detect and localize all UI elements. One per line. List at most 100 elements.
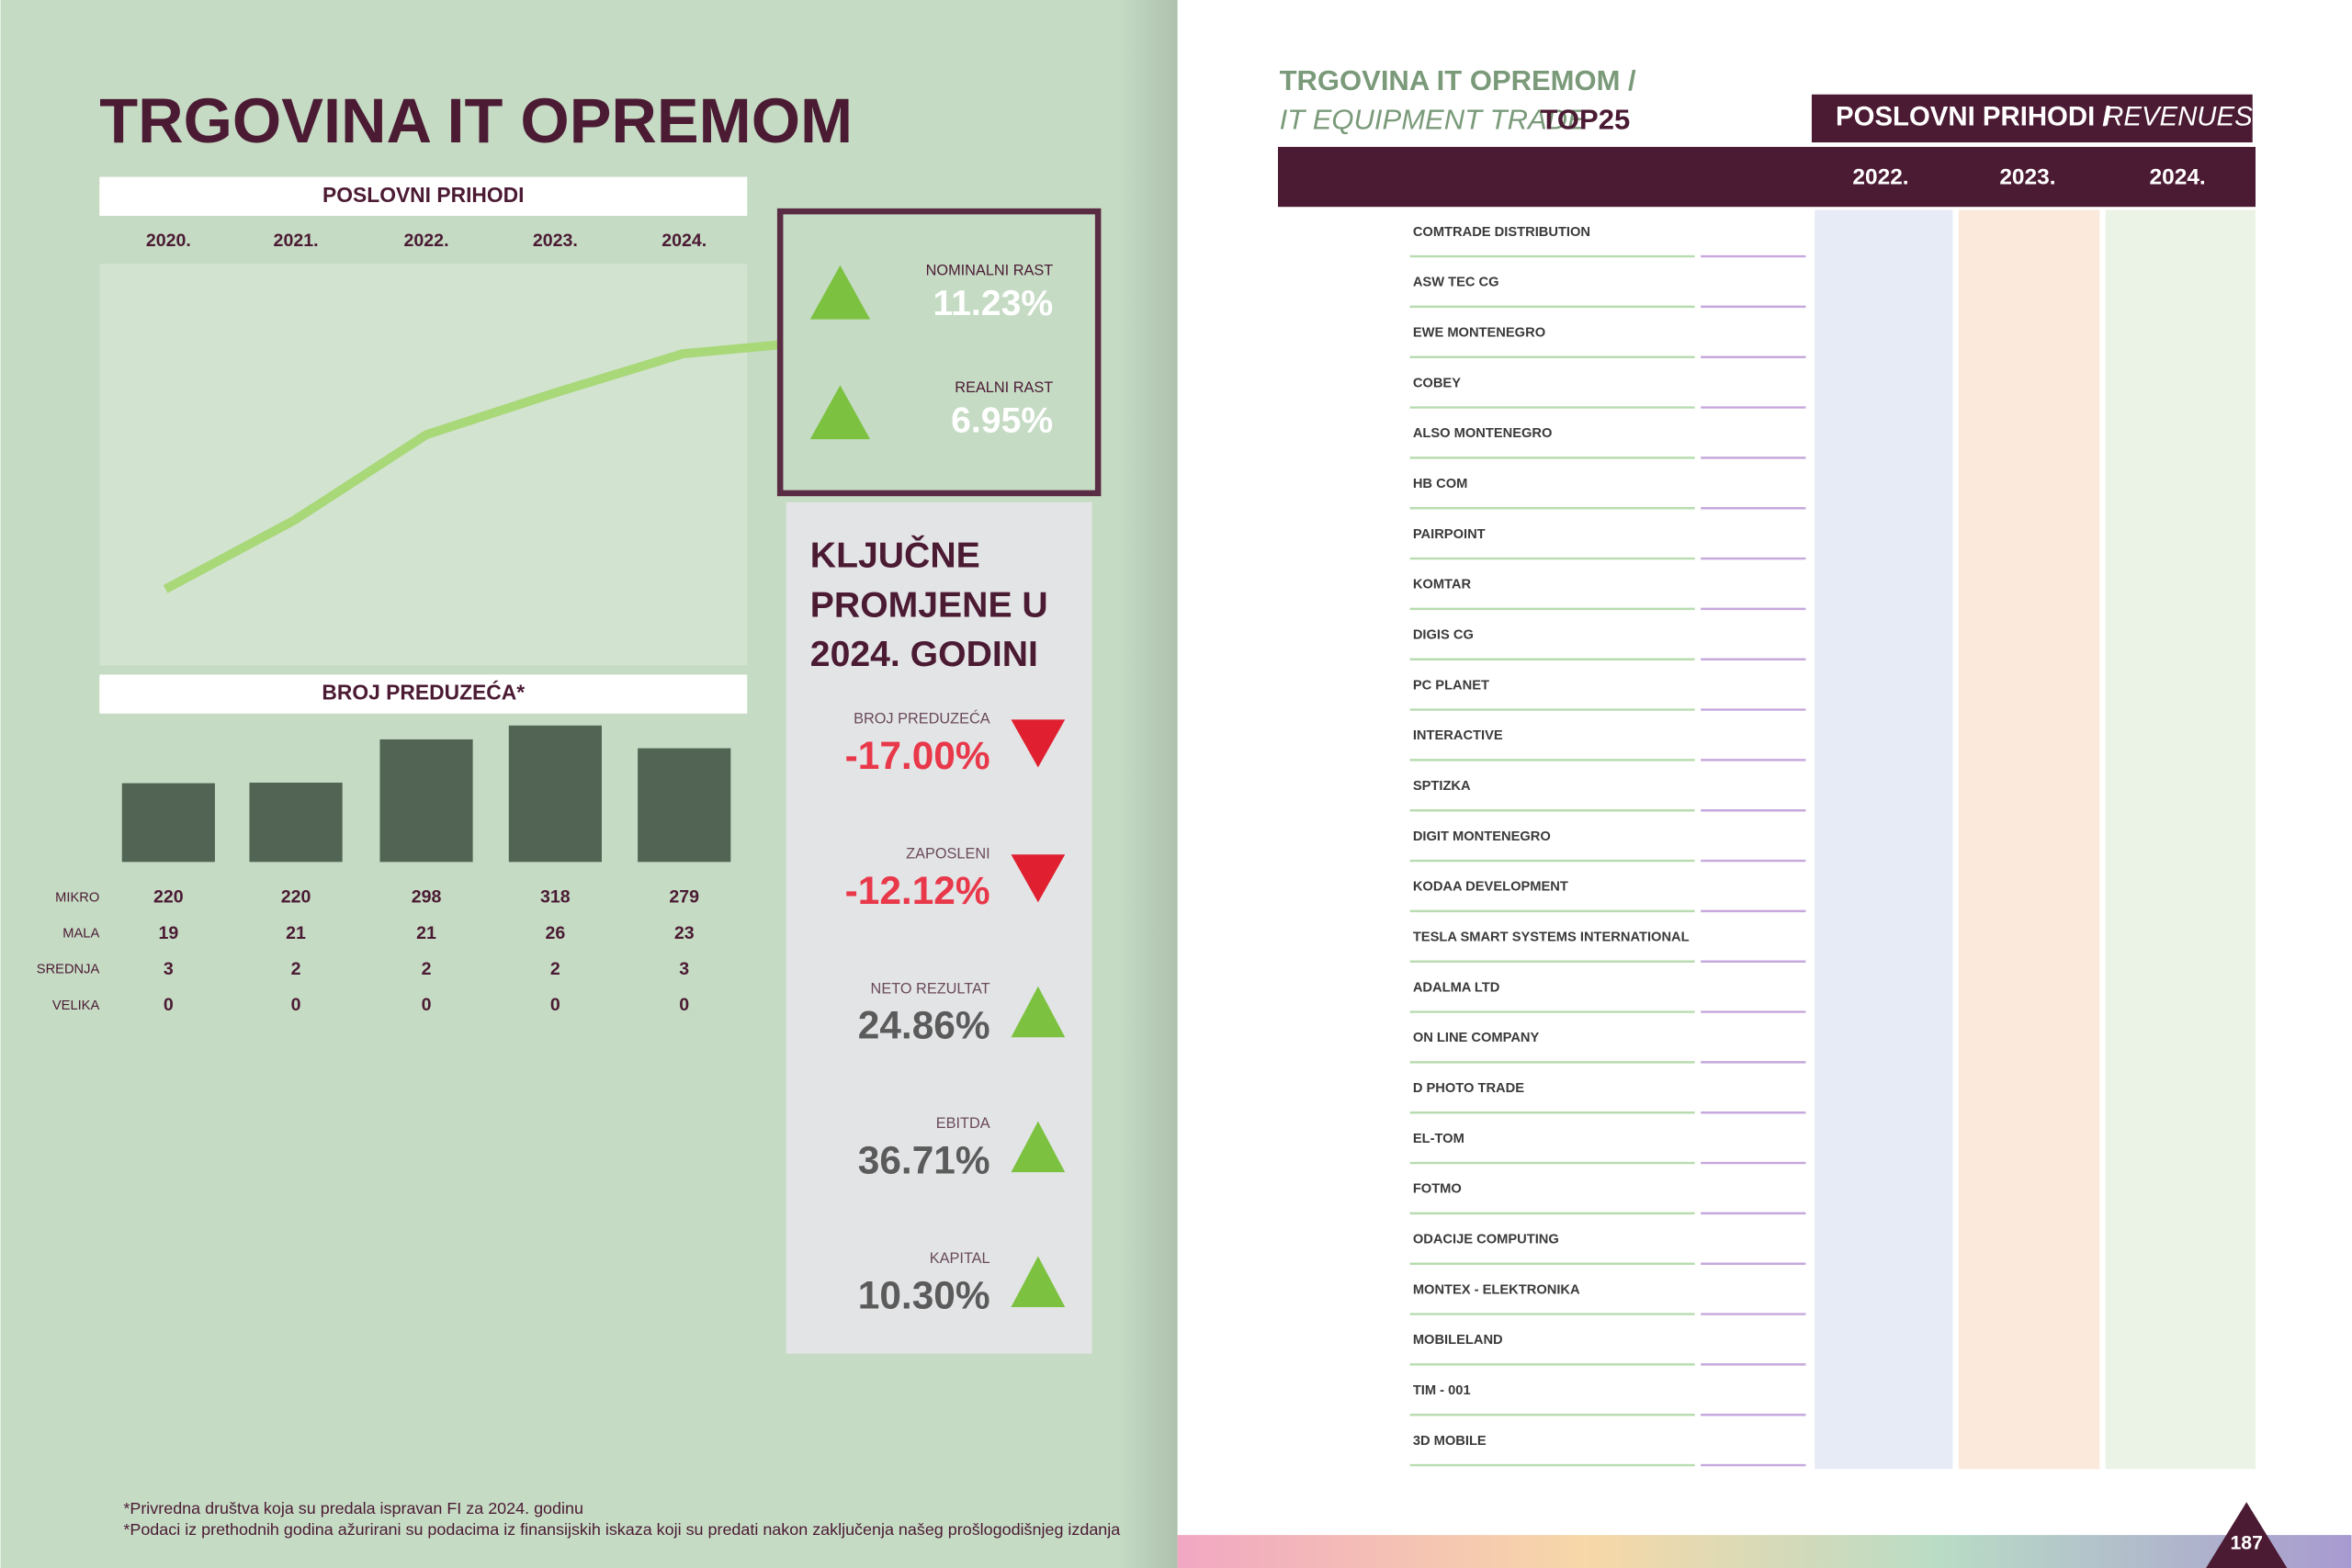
row-value: 0 [679,995,689,1015]
table-header [1277,146,2256,208]
company-name: DIGIT MONTENEGRO [1413,829,1551,844]
company-name: 3D MOBILE [1413,1434,1487,1449]
row-value: 3 [679,959,689,979]
company-name: DIGIS CG [1413,627,1474,642]
year-label: 2020. [146,231,191,251]
company-bar [638,748,731,863]
key-title: PROMJENE U [810,585,1048,625]
company-name: HB COM [1413,477,1468,491]
company-name: PAIRPOINT [1413,527,1486,542]
up-icon [809,385,871,440]
column-header: 2022. [1852,165,1908,190]
year-label: 2022. [404,231,449,251]
key-label: KAPITAL [930,1250,990,1267]
page-number: 187 [2231,1532,2263,1553]
company-name: INTERACTIVE [1413,728,1503,743]
company-name: TIM - 001 [1413,1383,1471,1398]
key-title: KLJUČNE [810,534,980,575]
row-value: 23 [674,923,695,943]
company-name: COBEY [1413,376,1461,390]
revenues-bar [1811,94,2253,143]
row-value: 2 [550,959,560,979]
key-label: BROJ PREDUZEĆA [854,710,990,728]
column-header: 2024. [2150,165,2206,190]
row-value: 0 [422,995,432,1015]
table-title: TOP25 [1541,103,1631,135]
up-icon [809,265,871,320]
company-name: PC PLANET [1413,678,1489,693]
down-icon [1011,854,1066,903]
company-name: EWE MONTENEGRO [1413,325,1545,340]
title: TRGOVINA IT OPREMOM [99,85,853,156]
revenues-label: POSLOVNI PRIHODI / [1836,102,2110,132]
row-label: MIKRO [55,890,99,905]
footnote: *Privredna društva koja su predala ispra… [123,1499,583,1517]
company-name: ALSO MONTENEGRO [1413,426,1553,441]
up-icon [1011,1121,1066,1173]
key-value: -17.00% [845,734,990,777]
growth-label: NOMINALNI RAST [926,263,1054,279]
company-name: D PHOTO TRADE [1413,1081,1524,1096]
row-label: MALA [62,927,99,942]
key-title: 2024. GODINI [810,635,1038,674]
growth-label: REALNI RAST [955,379,1053,396]
growth-value: 11.23% [933,284,1054,323]
company-bar [508,725,602,863]
company-name: EL-TOM [1413,1132,1464,1146]
row-value: 2 [422,959,432,979]
company-name: MONTEX - ELEKTRONIKA [1413,1282,1580,1297]
row-value: 2 [291,959,301,979]
row-value: 220 [153,887,184,908]
key-label: EBITDA [936,1115,990,1132]
year-label: 2023. [533,231,578,251]
key-value: 36.71% [858,1139,990,1182]
company-name: TESLA SMART SYSTEMS INTERNATIONAL [1413,930,1690,944]
revenue-line [163,340,781,593]
year-label: 2024. [662,231,707,251]
row-value: 21 [416,923,436,943]
row-value: 0 [291,995,301,1015]
header-bar [99,176,748,216]
company-bar [379,739,473,863]
row-value: 318 [540,887,571,908]
color-strip [1177,1535,2352,1568]
header-bar [99,674,748,714]
up-icon [1011,1256,1066,1308]
row-value: 19 [158,923,178,943]
key-value: 10.30% [858,1273,990,1316]
table-title: IT EQUIPMENT TRADE [1280,103,1587,135]
section-header: BROJ PREDUZEĆA* [322,681,525,705]
company-name: COMTRADE DISTRIBUTION [1413,225,1590,240]
company-name: KODAA DEVELOPMENT [1413,880,1568,895]
fold [1117,0,1178,1568]
key-value: -12.12% [845,869,990,912]
column-shade [1958,209,2100,1470]
section-header: POSLOVNI PRIHODI [322,183,524,207]
key-box [786,502,1092,1354]
row-value: 21 [286,923,306,943]
company-name: MOBILELAND [1413,1333,1503,1348]
company-bar [249,783,343,863]
up-icon [1011,986,1066,1038]
company-name: FOTMO [1413,1182,1462,1197]
column-shade [2105,209,2256,1470]
company-name: ON LINE COMPANY [1413,1031,1540,1045]
row-label: VELIKA [52,998,100,1013]
row-value: 279 [669,887,699,908]
row-value: 0 [550,995,560,1015]
row-value: 26 [545,923,565,943]
key-value: 24.86% [858,1004,990,1047]
key-label: NETO REZULTAT [871,980,990,997]
row-value: 3 [164,959,174,979]
row-value: 0 [164,995,174,1015]
column-shade [1815,209,1953,1470]
row-value: 220 [281,887,311,908]
page-marker [2206,1502,2288,1568]
footnote: *Podaci iz prethodnih godina ažurirani s… [123,1520,1120,1539]
company-name: ADALMA LTD [1413,980,1500,995]
down-icon [1011,719,1066,768]
chart-area [99,264,748,666]
column-header: 2023. [1999,165,2055,190]
growth-value: 6.95% [951,401,1053,441]
